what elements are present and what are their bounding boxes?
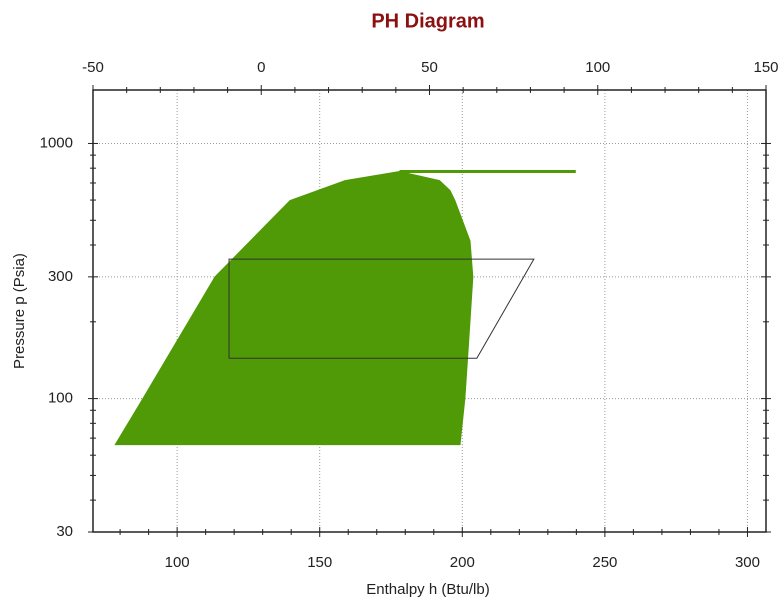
x2-tick-label: 100 — [585, 59, 610, 76]
x2-tick-label: 50 — [421, 59, 438, 76]
x-tick-label: 200 — [450, 554, 475, 571]
area — [114, 171, 474, 446]
x-tick-label: 150 — [307, 554, 332, 571]
x2-tick-label: 0 — [257, 59, 265, 76]
y-tick-label: 300 — [48, 268, 73, 285]
chart-title: PH Diagram — [371, 10, 484, 32]
y-axis-label: Pressure p (Psia) — [11, 253, 28, 369]
x-tick-label: 250 — [592, 554, 617, 571]
y-tick-label: 1000 — [40, 134, 73, 151]
y-tick-label: 100 — [48, 390, 73, 407]
x-tick-label: 300 — [735, 554, 760, 571]
line — [228, 258, 535, 359]
x-tick-label: 100 — [165, 554, 190, 571]
x2-tick-label: -50 — [82, 59, 104, 76]
y-tick-label: 30 — [56, 523, 73, 540]
x-axis-label: Enthalpy h (Btu/lb) — [366, 581, 489, 598]
x2-tick-label: 150 — [753, 59, 778, 76]
